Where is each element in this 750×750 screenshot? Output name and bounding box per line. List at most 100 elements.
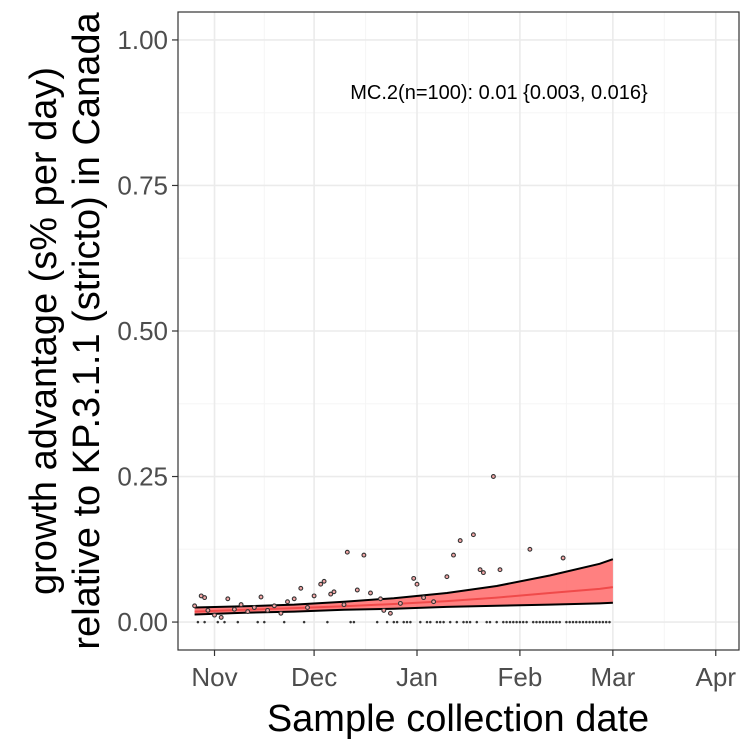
data-point	[298, 585, 304, 591]
data-point	[258, 594, 264, 600]
data-point	[397, 600, 403, 606]
data-point	[488, 620, 492, 624]
data-point	[444, 574, 450, 580]
data-point	[501, 620, 505, 624]
data-point	[535, 620, 538, 624]
ribbon-upper-line	[194, 558, 614, 609]
data-point	[521, 620, 525, 624]
data-point	[575, 620, 578, 624]
data-point	[578, 620, 582, 624]
data-point	[531, 620, 535, 624]
data-point	[311, 593, 317, 599]
data-point	[555, 620, 558, 624]
x-tick-label: Jan	[396, 662, 438, 692]
data-point	[462, 620, 465, 624]
data-point	[305, 605, 310, 610]
data-point	[409, 620, 412, 624]
data-point	[282, 620, 286, 624]
data-point	[548, 620, 552, 624]
data-point	[545, 620, 548, 624]
data-point	[560, 555, 566, 561]
data-point	[571, 620, 575, 624]
data-point	[344, 549, 350, 555]
data-point	[551, 620, 555, 624]
data-point	[608, 620, 611, 624]
data-point	[223, 620, 226, 624]
data-point	[527, 546, 533, 552]
y-axis-title: growth advantage (s% per day) relative t…	[23, 12, 108, 650]
data-point	[558, 620, 562, 624]
data-point	[326, 620, 329, 624]
data-point	[341, 602, 347, 608]
annotation-text: MC.2(n=100): 0.01 {0.003, 0.016}	[350, 82, 648, 104]
data-point	[585, 620, 588, 624]
data-point	[457, 538, 463, 544]
data-point	[381, 607, 387, 613]
data-point	[485, 620, 489, 624]
data-point	[411, 575, 417, 581]
data-point	[216, 620, 220, 624]
data-point	[525, 620, 528, 624]
data-point	[251, 605, 257, 610]
y-tick-label: 0.50	[117, 316, 168, 346]
data-point	[225, 596, 231, 602]
data-point	[438, 620, 442, 624]
data-point	[349, 620, 352, 624]
y-axis-title-line-2: relative to KP.3.1.1 (stricto) in Canada	[66, 12, 108, 650]
data-point	[418, 620, 422, 624]
data-point	[203, 620, 206, 624]
data-point	[256, 620, 260, 624]
y-axis-title-line-1: growth advantage (s% per day)	[23, 67, 65, 595]
data-point	[405, 620, 409, 624]
data-point	[518, 620, 522, 624]
data-point	[588, 620, 591, 624]
x-tick-label: Dec	[291, 662, 337, 692]
data-point	[378, 596, 383, 602]
data-point	[385, 620, 389, 624]
data-point	[508, 620, 512, 624]
data-point	[581, 620, 585, 624]
data-point	[352, 620, 356, 624]
data-point	[212, 612, 217, 618]
y-axis: 0.00 0.25 0.50 0.75 1.00	[117, 25, 178, 637]
y-tick-label: 0.00	[117, 607, 168, 637]
data-point	[202, 595, 208, 601]
data-point	[236, 620, 240, 624]
observation-points	[192, 474, 611, 624]
data-point	[238, 602, 244, 608]
data-point	[205, 607, 211, 613]
data-point	[414, 581, 420, 587]
confidence-ribbon	[194, 559, 613, 615]
data-point	[591, 620, 595, 624]
data-point	[495, 620, 499, 624]
y-tick-label: 0.75	[117, 170, 168, 200]
data-point	[328, 591, 334, 597]
y-tick-label: 1.00	[117, 25, 168, 55]
data-point	[285, 599, 290, 605]
data-point	[431, 599, 437, 605]
data-point	[451, 552, 456, 558]
data-point	[448, 620, 452, 624]
data-point	[265, 607, 271, 613]
data-point	[598, 620, 601, 624]
data-point	[196, 620, 200, 624]
data-point	[392, 620, 396, 624]
y-tick-label: 0.25	[117, 462, 168, 492]
x-axis: Nov Dec Jan Feb Mar Apr	[191, 650, 736, 692]
data-point	[442, 620, 445, 624]
data-point	[512, 620, 515, 624]
data-point	[425, 620, 429, 624]
data-point	[465, 620, 469, 624]
data-point	[541, 620, 545, 624]
data-point	[331, 589, 337, 595]
x-tick-label: Apr	[696, 662, 737, 692]
data-point	[387, 610, 393, 616]
data-point	[321, 578, 327, 584]
data-point	[302, 620, 306, 624]
data-point	[291, 596, 297, 602]
data-point	[428, 620, 432, 624]
data-point	[604, 620, 608, 624]
data-point	[318, 581, 324, 587]
data-point	[395, 620, 399, 624]
